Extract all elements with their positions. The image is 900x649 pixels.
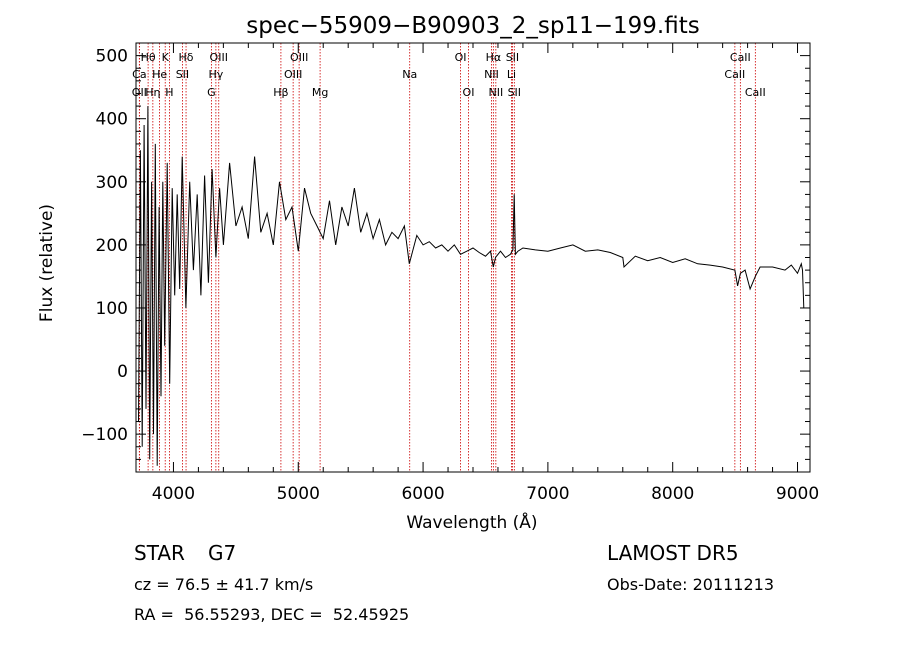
line-marker-label-0: Ca	[132, 68, 146, 81]
observation-date: Obs-Date: 20111213	[607, 575, 775, 594]
line-marker-label-7: Hδ	[179, 51, 194, 64]
line-marker-label-4: He	[152, 68, 167, 81]
redshift-value: cz = 76.5 ± 41.7 km/s	[134, 575, 314, 594]
line-marker-label-26: CaII	[724, 68, 745, 81]
line-marker-label-3: Hη	[145, 86, 160, 99]
y-tick-label: 0	[117, 362, 128, 382]
line-marker-label-11: Hγ	[208, 68, 223, 81]
x-axis-label: Wavelength (Å)	[406, 511, 537, 533]
line-marker-label-14: OIII	[284, 68, 302, 81]
x-tick-label: 4000	[152, 484, 195, 504]
line-marker-label-12: Hβ	[273, 86, 288, 99]
x-axis-ticks: 4000 5000 6000 7000 8000 9000	[152, 43, 819, 504]
y-axis-ticks: −100 0 100 200 300 400 500	[81, 42, 810, 460]
line-marker-label-23: Li	[507, 68, 516, 81]
spectrum-line	[138, 106, 805, 466]
coordinates: RA = 56.55293, DEC = 52.45925	[134, 605, 410, 624]
line-marker-label-21: NII	[488, 86, 503, 99]
line-marker-labels: CaOIIHθHηHeKHHδSIIGOIIIHγHβOIIIOIIIMgNaO…	[132, 51, 766, 99]
line-marker-label-24: SII	[508, 86, 521, 99]
y-axis-label: Flux (relative)	[37, 204, 57, 322]
y-tick-label: 400	[96, 110, 128, 130]
x-tick-label: 7000	[526, 484, 569, 504]
y-tick-label: 500	[96, 47, 128, 67]
survey-name: LAMOST DR5	[607, 541, 739, 565]
line-marker-label-2: Hθ	[141, 51, 156, 64]
line-marker-label-20: NII	[484, 68, 499, 81]
line-marker-label-22: SII	[506, 51, 519, 64]
line-markers	[138, 43, 756, 472]
line-marker-label-27: CaII	[745, 86, 766, 99]
line-marker-label-10: OIII	[210, 51, 228, 64]
x-tick-label: 8000	[651, 484, 694, 504]
line-marker-label-15: Mg	[312, 86, 328, 99]
line-marker-label-13: OIII	[290, 51, 308, 64]
line-marker-label-8: SII	[176, 68, 189, 81]
line-marker-label-25: CaII	[730, 51, 751, 64]
x-tick-label: 9000	[776, 484, 819, 504]
line-marker-label-5: K	[162, 51, 170, 64]
y-tick-label: 200	[96, 236, 128, 256]
object-subclass: G7	[208, 541, 237, 565]
object-class: STAR	[134, 541, 185, 565]
line-marker-label-19: Hα	[486, 51, 502, 64]
y-tick-label: 100	[96, 299, 128, 319]
line-marker-label-9: G	[207, 86, 216, 99]
plot-frame	[135, 42, 811, 473]
line-marker-label-16: Na	[402, 68, 417, 81]
chart-title: spec−55909−B90903_2_sp11−199.fits	[246, 13, 700, 39]
spectrum-chart: spec−55909−B90903_2_sp11−199.fits CaOIIH…	[37, 13, 819, 533]
x-tick-label: 6000	[401, 484, 444, 504]
line-marker-label-18: OI	[463, 86, 475, 99]
line-marker-label-17: OI	[455, 51, 467, 64]
y-tick-label: −100	[81, 425, 128, 445]
y-tick-label: 300	[96, 173, 128, 193]
line-marker-label-6: H	[165, 86, 173, 99]
x-tick-label: 5000	[277, 484, 320, 504]
